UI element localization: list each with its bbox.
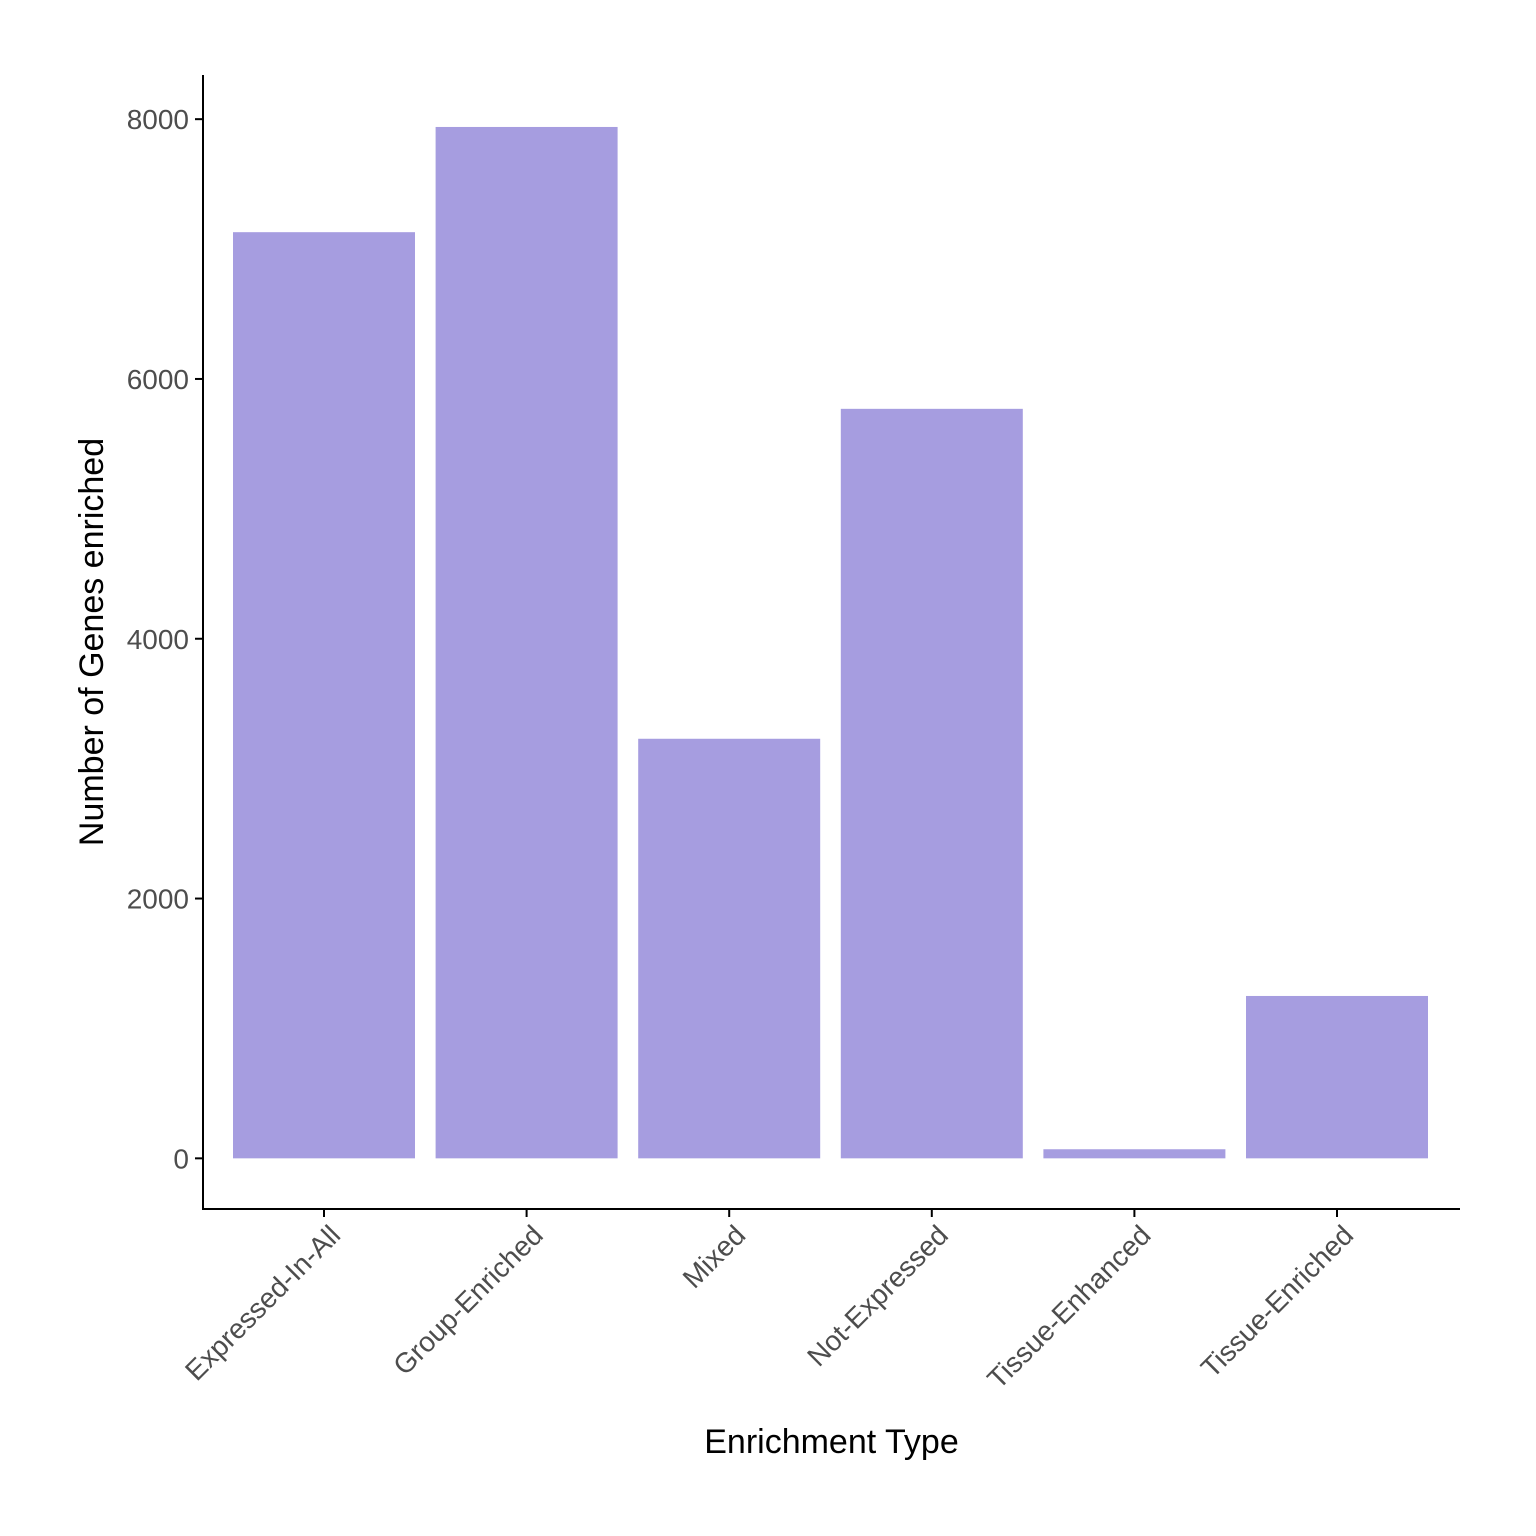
y-axis-ticks: 0 2000 4000 6000 8000 [127, 104, 203, 1174]
x-tick-label: Tissue-Enriched [1195, 1219, 1359, 1383]
x-axis-ticks: Expressed-In-All Group-Enriched Mixed Not-E… [179, 1209, 1359, 1395]
x-tick-label: Tissue-Enhanced [981, 1219, 1156, 1394]
y-tick-label: 2000 [127, 884, 189, 915]
y-tick-label: 4000 [127, 624, 189, 655]
y-axis-title: Number of Genes enriched [73, 438, 111, 846]
bar-group-enriched [435, 126, 618, 1159]
bars-group [233, 126, 1428, 1159]
x-tick-label: Group-Enriched [387, 1219, 549, 1381]
bar-tissue-enriched [1246, 995, 1428, 1159]
y-tick-label: 6000 [127, 364, 189, 395]
x-tick-label: Mixed [677, 1219, 752, 1294]
x-axis-title: Enrichment Type [704, 1423, 959, 1461]
x-tick-label: Expressed-In-All [179, 1219, 346, 1386]
y-tick-label: 0 [173, 1143, 189, 1174]
y-tick-label: 8000 [127, 104, 189, 135]
bar-tissue-enhanced [1043, 1149, 1226, 1159]
bar-not-expressed [840, 408, 1023, 1159]
bar-expressed-in-all [233, 232, 415, 1159]
bar-mixed [638, 738, 821, 1159]
x-tick-label: Not-Expressed [801, 1219, 954, 1372]
